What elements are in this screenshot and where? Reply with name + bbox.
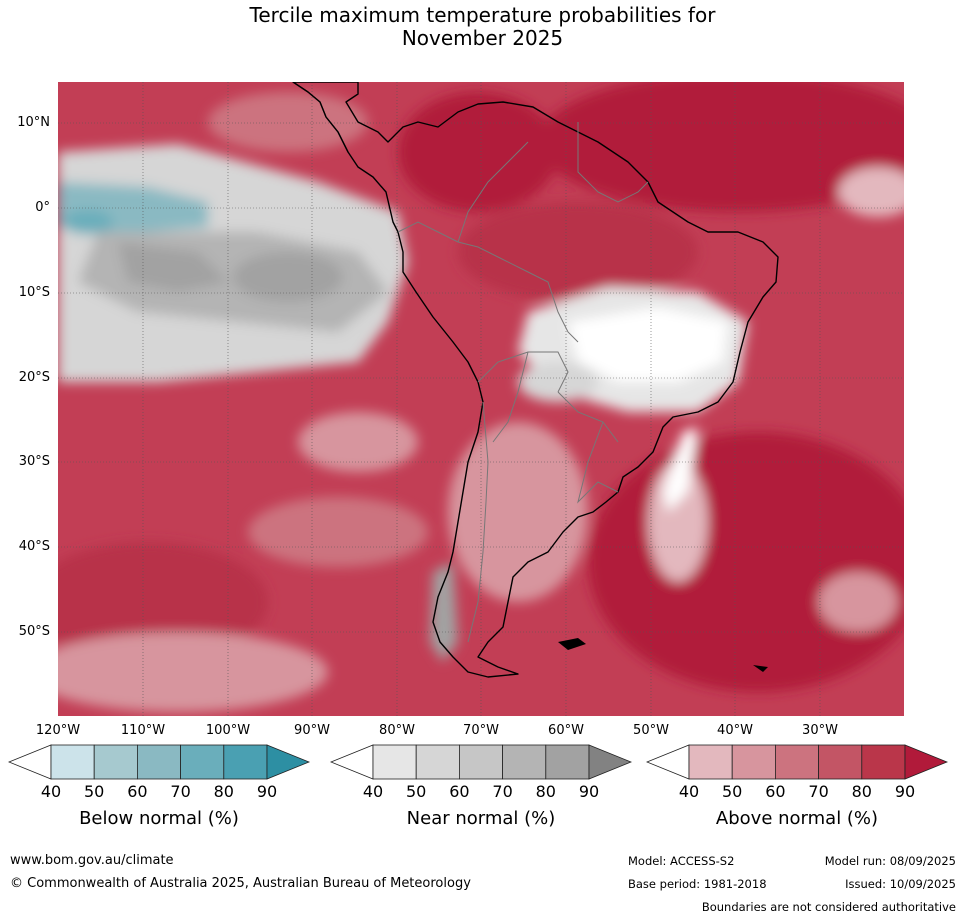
title-line-1: Tercile maximum temperature probabilitie…	[249, 3, 716, 27]
colorbar-below-swatch	[50, 744, 95, 780]
colorbar-below-tick: 50	[84, 782, 105, 801]
lat-label-30s: 30°S	[18, 454, 50, 469]
colorbar-above-swatch	[731, 744, 776, 780]
colorbar-above-extend-high	[904, 744, 948, 780]
colorbar-above-tick: 70	[808, 782, 829, 801]
lon-label-30w: 30°W	[802, 723, 838, 738]
colorbar-above-swatch	[688, 744, 733, 780]
lon-label-90w: 90°W	[294, 723, 330, 738]
colorbar-near-swatch	[415, 744, 460, 780]
footer-model-run: Model run: 08/09/2025	[824, 854, 956, 868]
colorbar-near-extend-low	[330, 744, 374, 780]
colorbar-near-swatch	[502, 744, 547, 780]
colorbar-title-above: Above normal (%)	[715, 808, 879, 829]
footer-model: Model: ACCESS-S2	[628, 854, 735, 868]
colorbar-above-swatch	[861, 744, 906, 780]
colorbar-near-tick: 50	[406, 782, 427, 801]
lat-label-10s: 10°S	[18, 285, 50, 300]
colorbar-near-normal	[330, 744, 632, 780]
colorbar-below-swatch	[223, 744, 268, 780]
colorbar-near-swatch	[545, 744, 590, 780]
colorbar-below-extend-high	[266, 744, 310, 780]
colorbar-above-extend-low	[646, 744, 690, 780]
colorbar-near-tick: 70	[492, 782, 513, 801]
lat-label-40s: 40°S	[18, 539, 50, 554]
colorbar-below-swatch	[93, 744, 138, 780]
lat-label-10n: 10°N	[17, 115, 50, 130]
probability-fields	[58, 82, 904, 712]
lon-label-40w: 40°W	[717, 723, 753, 738]
colorbar-near-tick: 80	[535, 782, 556, 801]
colorbar-above-tick: 90	[894, 782, 916, 801]
colorbar-above-tick: 40	[678, 782, 700, 801]
colorbar-above-swatch	[774, 744, 819, 780]
south-america-coastline	[292, 82, 779, 678]
lon-label-60w: 60°W	[548, 723, 584, 738]
colorbar-below-tick: 40	[40, 782, 62, 801]
lon-label-110w: 110°W	[120, 723, 166, 738]
lat-label-50s: 50°S	[18, 624, 50, 639]
colorbar-below-tick: 70	[170, 782, 191, 801]
footer-base-period: Base period: 1981-2018	[628, 877, 767, 891]
chart-title: Tercile maximum temperature probabilitie…	[0, 4, 965, 50]
colorbar-above-normal	[646, 744, 948, 780]
probability-map	[58, 82, 904, 716]
lon-label-100w: 100°W	[205, 723, 251, 738]
map-svg	[58, 82, 904, 716]
lon-label-120w: 120°W	[35, 723, 81, 738]
lon-label-70w: 70°W	[463, 723, 499, 738]
footer-issued: Issued: 10/09/2025	[845, 877, 956, 891]
footer-disclaimer: Boundaries are not considered authoritat…	[701, 900, 956, 914]
country-borders	[397, 122, 649, 643]
lon-label-50w: 50°W	[633, 723, 669, 738]
colorbar-near-tick: 90	[578, 782, 600, 801]
colorbar-near-swatch	[458, 744, 503, 780]
title-line-2: November 2025	[401, 26, 564, 50]
colorbar-below-extend-low	[8, 744, 52, 780]
falkland-islands	[558, 638, 586, 650]
colorbar-near-tick: 60	[449, 782, 470, 801]
colorbar-above-tick: 50	[722, 782, 743, 801]
colorbar-below-swatch	[180, 744, 225, 780]
lon-label-80w: 80°W	[379, 723, 415, 738]
colorbar-above-swatch	[818, 744, 863, 780]
south-georgia	[753, 665, 768, 672]
colorbar-near-tick: 40	[362, 782, 384, 801]
colorbar-title-below: Below normal (%)	[79, 808, 239, 829]
colorbar-above-tick: 60	[765, 782, 786, 801]
colorbar-below-normal	[8, 744, 310, 780]
central-america-coast	[292, 82, 349, 153]
colorbar-below-swatch	[136, 744, 181, 780]
lat-label-0: 0°	[35, 200, 50, 215]
colorbar-near-extend-high	[588, 744, 632, 780]
colorbar-below-tick: 90	[256, 782, 278, 801]
colorbar-title-near: Near normal (%)	[406, 808, 556, 829]
lat-label-20s: 20°S	[18, 370, 50, 385]
colorbar-below-tick: 80	[213, 782, 234, 801]
footer-copyright: © Commonwealth of Australia 2025, Austra…	[10, 876, 471, 891]
footer-website: www.bom.gov.au/climate	[10, 853, 174, 868]
colorbar-below-tick: 60	[127, 782, 148, 801]
colorbar-above-tick: 80	[851, 782, 872, 801]
colorbar-near-swatch	[372, 744, 417, 780]
